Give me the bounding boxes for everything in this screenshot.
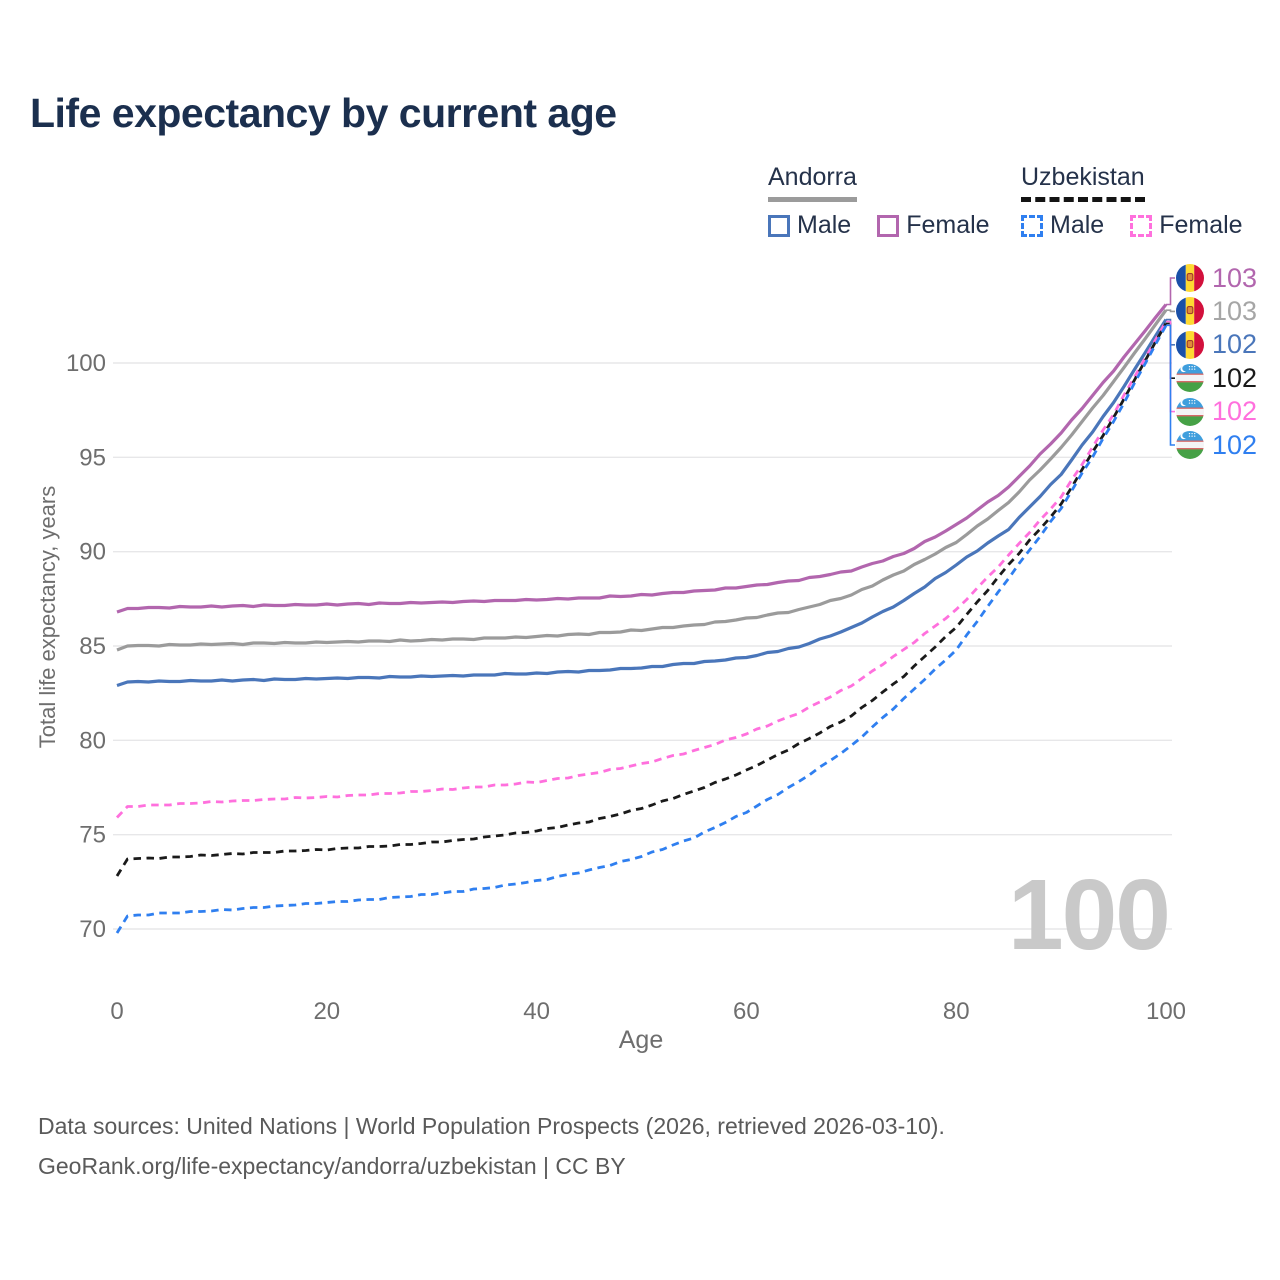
- y-tick-label: 90: [79, 539, 106, 566]
- x-tick-label: 40: [523, 998, 550, 1025]
- end-label-andorra-male: 102: [1176, 329, 1258, 360]
- end-label-value: 103: [1212, 262, 1258, 293]
- legend-group-andorra: Andorra Male Female: [768, 163, 990, 240]
- end-label-uzbekistan-male: 102: [1176, 430, 1257, 460]
- x-tick-label: 100: [1146, 998, 1186, 1025]
- legend-label-andorra-female[interactable]: Female: [906, 211, 990, 239]
- legend-label-uzbekistan-male[interactable]: Male: [1050, 211, 1105, 239]
- legend-label-uzbekistan-female[interactable]: Female: [1159, 211, 1243, 239]
- footer-sources: Data sources: United Nations | World Pop…: [38, 1113, 945, 1139]
- uzbekistan-female-swatch-icon[interactable]: [1130, 214, 1153, 237]
- end-label-andorra: 103: [1176, 296, 1257, 326]
- end-label-value: 102: [1212, 329, 1258, 360]
- page-title: Life expectancy by current age: [30, 90, 617, 136]
- legend-row-uzbekistan: Male Female: [1021, 211, 1243, 240]
- end-label-uzbekistan-female: 102: [1176, 396, 1258, 427]
- y-tick-label: 100: [66, 350, 106, 377]
- y-tick-label: 95: [79, 444, 106, 471]
- legend-country-uzbekistan[interactable]: Uzbekistan: [1021, 163, 1145, 202]
- y-tick-label: 70: [79, 916, 106, 943]
- andorra-flag-icon: [1176, 264, 1204, 292]
- y-tick-label: 80: [79, 727, 106, 754]
- current-age-watermark: 100: [1008, 859, 1171, 971]
- y-tick-label: 85: [79, 633, 106, 660]
- andorra-female-swatch-icon[interactable]: [877, 214, 900, 237]
- x-axis-title: Age: [618, 1026, 664, 1054]
- x-tick-label: 60: [733, 998, 760, 1025]
- x-tick-label: 0: [110, 998, 123, 1025]
- legend-group-uzbekistan: Uzbekistan Male Female: [1021, 163, 1243, 240]
- uzbekistan-flag-icon: [1176, 431, 1204, 459]
- footer-attribution: GeoRank.org/life-expectancy/andorra/uzbe…: [38, 1153, 626, 1179]
- end-label-value: 102: [1212, 429, 1258, 460]
- andorra-flag-icon: [1176, 330, 1204, 359]
- end-label-value: 102: [1212, 396, 1258, 427]
- legend-row-andorra: Male Female: [768, 211, 990, 240]
- footer: Data sources: United Nations | World Pop…: [38, 1106, 945, 1186]
- y-tick-label: 75: [79, 822, 106, 849]
- x-tick-label: 80: [943, 998, 970, 1025]
- uzbekistan-flag-icon: [1176, 397, 1204, 426]
- end-label-andorra-female: 103: [1176, 263, 1257, 293]
- legend-country-andorra[interactable]: Andorra: [768, 163, 857, 202]
- legend-label-andorra-male[interactable]: Male: [797, 211, 852, 239]
- end-label-value: 103: [1212, 295, 1258, 326]
- uzbekistan-flag-icon: [1176, 364, 1204, 393]
- andorra-flag-icon: [1176, 297, 1204, 326]
- end-label-value: 102: [1212, 362, 1258, 393]
- end-label-uzbekistan: 102: [1176, 363, 1257, 393]
- andorra-male-swatch-icon[interactable]: [768, 214, 790, 237]
- x-tick-label: 20: [313, 998, 340, 1025]
- uzbekistan-male-swatch-icon[interactable]: [1021, 214, 1043, 237]
